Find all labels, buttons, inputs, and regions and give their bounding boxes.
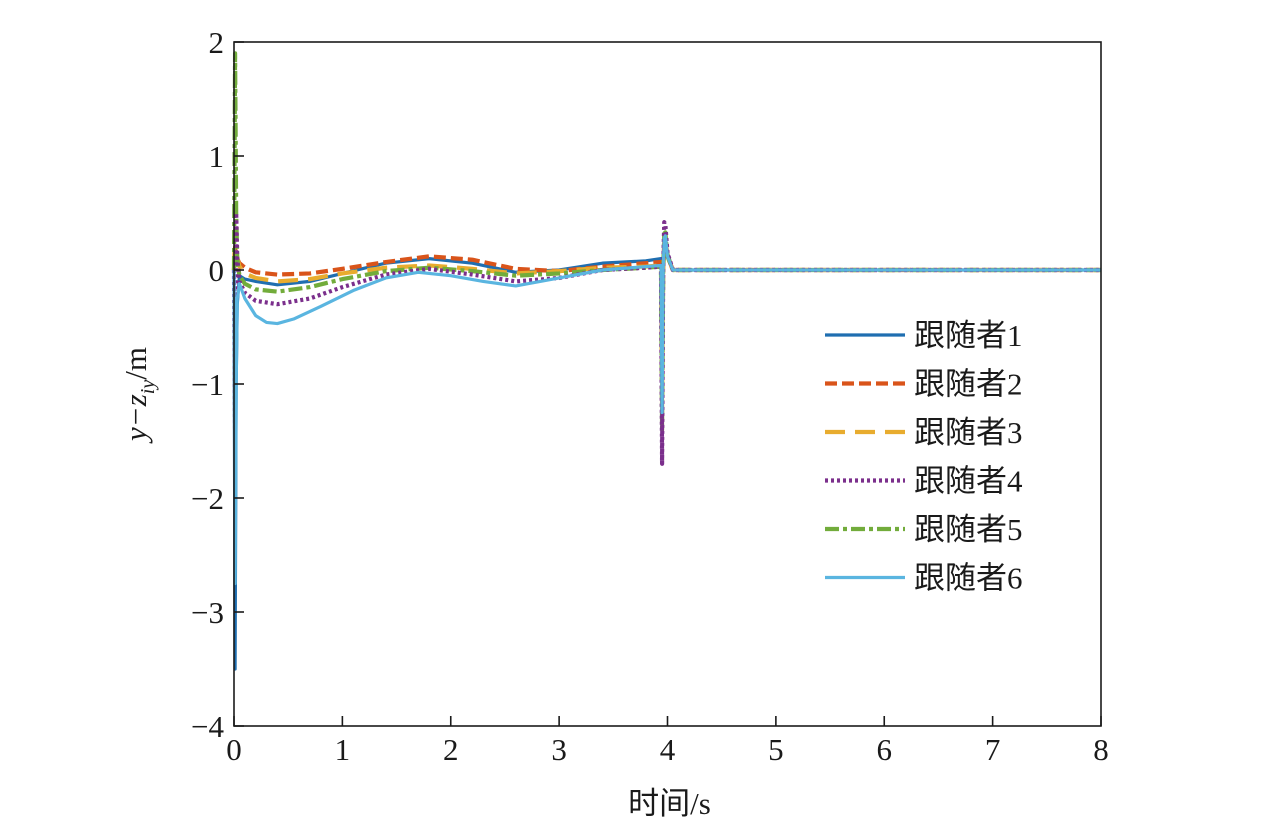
x-tick-label-3: 3 [551, 732, 567, 767]
x-tick-label-5: 5 [768, 732, 784, 767]
x-tick-label-2: 2 [443, 732, 459, 767]
tick-labels-layer: 0 1 2 3 4 5 6 7 8 −4 −3 −2 −1 0 1 2 [191, 25, 1109, 767]
legend-label-1: 跟随者1 [914, 318, 1023, 353]
x-tick-label-7: 7 [985, 732, 1001, 767]
y-axis-title-main: y−z [118, 394, 153, 444]
y-axis-title-unit: /m [118, 347, 153, 380]
y-axis-title-sub: iy [137, 380, 159, 395]
y-axis-title: y−ziy/m [118, 347, 159, 444]
ticks-layer [233, 41, 1102, 727]
legend-label-4: 跟随者4 [914, 464, 1023, 499]
legend-label-5: 跟随者5 [914, 512, 1023, 547]
x-tick-label-8: 8 [1093, 732, 1109, 767]
series-line-1 [232, 234, 1101, 671]
y-tick-label-5: 1 [209, 139, 225, 174]
x-tick-label-6: 6 [877, 732, 893, 767]
y-tick-label-0: −4 [191, 709, 224, 744]
x-axis-title: 时间/s [628, 786, 711, 821]
legend: 跟随者1 跟随者2 跟随者3 跟随者4 跟随者5 跟随者6 [825, 318, 1023, 596]
y-tick-label-4: 0 [209, 253, 225, 288]
series-line-5 [231, 51, 1101, 432]
y-tick-label-2: −2 [191, 481, 224, 516]
y-tick-label-1: −3 [191, 595, 224, 630]
legend-label-6: 跟随者6 [914, 561, 1023, 596]
x-tick-label-4: 4 [660, 732, 676, 767]
y-tick-label-6: 2 [209, 25, 225, 60]
series-layer [231, 51, 1101, 671]
y-tick-label-3: −1 [191, 367, 224, 402]
series-line-6 [232, 234, 1101, 586]
legend-label-2: 跟随者2 [914, 367, 1023, 402]
x-tick-label-1: 1 [335, 732, 351, 767]
legend-label-3: 跟随者3 [914, 415, 1023, 450]
series-line-2 [231, 237, 1101, 375]
x-tick-label-0: 0 [226, 732, 242, 767]
